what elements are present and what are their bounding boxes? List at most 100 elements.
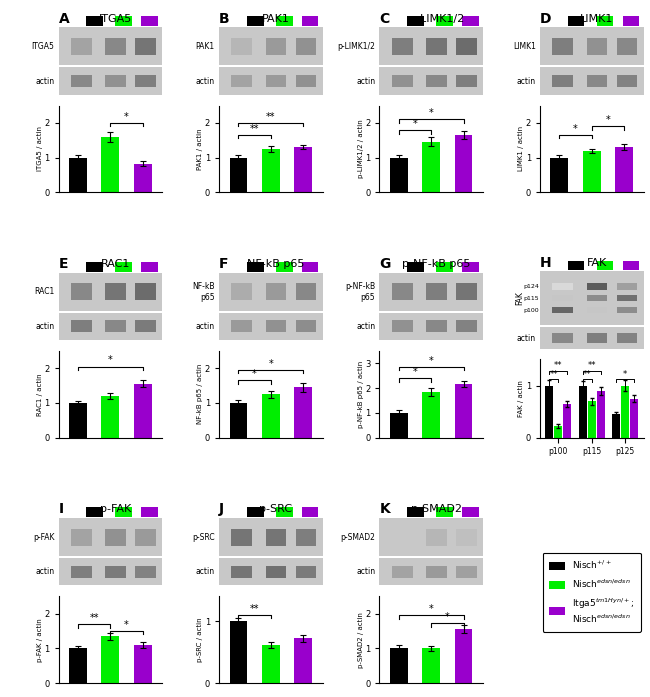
Bar — [408, 507, 424, 517]
Text: actin: actin — [196, 77, 215, 86]
Y-axis label: LIMK1 / actin: LIMK1 / actin — [518, 126, 525, 171]
Text: LIMK1: LIMK1 — [513, 42, 536, 51]
Bar — [69, 158, 87, 192]
Bar — [456, 320, 477, 332]
Bar — [276, 507, 292, 517]
Text: p-SRC: p-SRC — [259, 505, 292, 514]
Bar — [597, 261, 614, 270]
Text: *: * — [124, 112, 129, 122]
Bar — [552, 307, 573, 314]
Text: p-LIMK1/2: p-LIMK1/2 — [337, 42, 375, 51]
Bar — [262, 149, 279, 192]
Bar — [135, 38, 156, 55]
Bar — [105, 565, 126, 578]
Bar — [86, 262, 103, 272]
Bar — [462, 17, 479, 26]
Text: p-FAK: p-FAK — [100, 505, 131, 514]
Bar — [436, 262, 453, 272]
Bar — [247, 507, 263, 517]
Bar — [135, 283, 156, 300]
Y-axis label: RAC1 / actin: RAC1 / actin — [37, 373, 43, 415]
Y-axis label: p-SMAD2 / actin: p-SMAD2 / actin — [358, 612, 364, 668]
Bar — [426, 565, 447, 578]
Text: p-NF-kB
p65: p-NF-kB p65 — [345, 282, 375, 302]
Bar — [141, 262, 158, 272]
Bar — [455, 629, 473, 683]
Bar — [116, 262, 132, 272]
Bar — [296, 283, 317, 300]
Bar — [101, 396, 119, 438]
Bar — [231, 320, 252, 332]
Bar — [105, 528, 126, 546]
Bar — [266, 283, 286, 300]
Text: p-LIMK1/2: p-LIMK1/2 — [409, 14, 464, 24]
Bar — [623, 261, 640, 270]
Bar — [69, 403, 87, 438]
Bar — [456, 75, 477, 87]
Bar — [135, 320, 156, 332]
Y-axis label: ITGA5 / actin: ITGA5 / actin — [37, 126, 43, 171]
Text: p124: p124 — [523, 284, 539, 289]
Text: actin: actin — [196, 322, 215, 331]
Bar — [105, 283, 126, 300]
Bar — [597, 17, 614, 26]
Text: p115: p115 — [523, 296, 539, 301]
Text: **: ** — [588, 361, 596, 370]
Bar — [586, 333, 607, 343]
Text: FAK: FAK — [515, 291, 525, 305]
Bar — [422, 648, 440, 683]
Text: NF-kB p65: NF-kB p65 — [247, 259, 305, 269]
Bar — [229, 403, 247, 438]
Text: F: F — [219, 257, 229, 271]
Text: RAC1: RAC1 — [34, 287, 55, 296]
Bar — [615, 147, 633, 192]
Text: E: E — [58, 257, 68, 271]
Bar — [552, 283, 573, 290]
Bar — [390, 413, 408, 438]
Text: J: J — [219, 503, 224, 516]
Text: **: ** — [250, 604, 259, 614]
Bar — [552, 75, 573, 87]
Bar — [578, 385, 586, 438]
Bar — [296, 565, 317, 578]
Bar — [247, 262, 263, 272]
Bar — [392, 75, 413, 87]
Text: A: A — [58, 12, 70, 26]
Text: **: ** — [583, 369, 592, 378]
Bar — [105, 320, 126, 332]
Bar — [617, 333, 637, 343]
Bar — [266, 528, 286, 546]
Text: actin: actin — [517, 77, 536, 86]
Bar — [392, 283, 413, 300]
Bar — [426, 38, 447, 55]
Text: p-SRC: p-SRC — [192, 533, 215, 542]
Y-axis label: NF-kB p65 / actin: NF-kB p65 / actin — [198, 364, 203, 424]
Text: PAK1: PAK1 — [262, 14, 290, 24]
Text: p-NF-kB p65: p-NF-kB p65 — [402, 259, 471, 269]
Bar — [568, 17, 584, 26]
Bar — [302, 262, 318, 272]
Text: **: ** — [250, 124, 259, 134]
Bar — [426, 320, 447, 332]
Bar — [552, 295, 573, 302]
Bar — [71, 528, 92, 546]
Bar — [617, 283, 637, 290]
Bar — [390, 648, 408, 683]
Bar — [426, 528, 447, 546]
Bar — [422, 392, 440, 438]
Bar — [588, 401, 596, 438]
Bar — [586, 307, 607, 314]
Text: **: ** — [549, 369, 558, 378]
Text: *: * — [429, 108, 434, 118]
Bar — [456, 38, 477, 55]
Bar — [294, 638, 312, 683]
Bar — [586, 75, 607, 87]
Bar — [302, 507, 318, 517]
Bar — [621, 385, 629, 438]
Text: *: * — [445, 613, 450, 622]
Bar — [135, 565, 156, 578]
Bar — [586, 38, 607, 55]
Text: **: ** — [554, 361, 563, 370]
Bar — [231, 75, 252, 87]
Bar — [612, 414, 620, 438]
